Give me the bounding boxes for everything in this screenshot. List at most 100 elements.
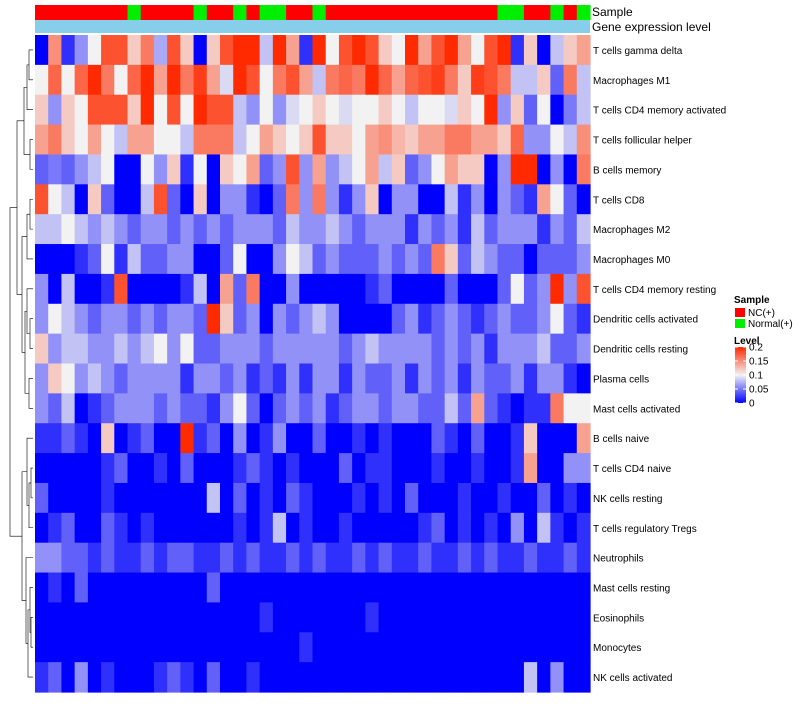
heatmap-cell	[563, 214, 578, 245]
heatmap-cell	[61, 393, 76, 424]
heatmap-cell	[35, 602, 49, 633]
heatmap-cell	[484, 64, 499, 96]
heatmap-cell	[233, 662, 248, 693]
heatmap-cell	[246, 542, 261, 574]
heatmap-cell	[405, 303, 419, 335]
heatmap-cell	[114, 124, 129, 156]
heatmap-cell	[457, 303, 472, 335]
heatmap-cell	[431, 154, 446, 185]
heatmap-cell	[193, 154, 208, 185]
heatmap-cell	[523, 542, 538, 574]
heatmap-cell	[391, 542, 406, 574]
heatmap-cell	[378, 94, 393, 126]
heatmap-cell	[74, 453, 89, 484]
dendrogram-branch	[21, 236, 27, 353]
heatmap-cell	[576, 273, 591, 305]
heatmap-cell	[444, 393, 459, 424]
heatmap-cell	[537, 64, 551, 96]
heatmap-cell	[61, 124, 76, 156]
legend-swatch-normal	[735, 319, 745, 328]
heatmap-cell	[127, 244, 142, 275]
heatmap-cell	[444, 363, 459, 394]
heatmap-cell	[550, 363, 565, 394]
heatmap-cell	[312, 512, 327, 544]
heatmap-cell	[286, 572, 300, 604]
heatmap-cell	[431, 35, 446, 66]
heatmap-cell	[167, 482, 181, 514]
heatmap-cell	[550, 333, 565, 365]
sample-annotation-cell	[140, 5, 155, 20]
heatmap-cell	[365, 512, 380, 544]
heatmap-cell	[180, 184, 195, 215]
heatmap-cell	[563, 64, 578, 96]
heatmap-cell	[61, 35, 76, 66]
heatmap-cell	[312, 393, 327, 424]
heatmap-cell	[246, 94, 261, 126]
heatmap-cell	[537, 303, 551, 335]
heatmap-cell	[167, 512, 181, 544]
heatmap-cell	[286, 512, 300, 544]
heatmap-cell	[233, 333, 248, 365]
heatmap-cell	[431, 393, 446, 424]
heatmap-cell	[497, 184, 512, 215]
heatmap-cell	[497, 572, 512, 604]
heatmap-cell	[35, 512, 49, 544]
heatmap-cell	[523, 423, 538, 454]
heatmap-cell	[167, 602, 181, 633]
heatmap-cell	[180, 482, 195, 514]
heatmap-cell	[167, 393, 181, 424]
heatmap-cell	[497, 64, 512, 96]
heatmap-cell	[537, 244, 551, 275]
heatmap-cell	[246, 363, 261, 394]
heatmap-cell	[114, 35, 129, 66]
heatmap-cell	[48, 94, 63, 126]
heatmap-cell	[471, 273, 485, 305]
heatmap-cell	[259, 35, 274, 66]
heatmap-cell	[523, 184, 538, 215]
heatmap-cell	[127, 542, 142, 574]
heatmap-cell	[405, 393, 419, 424]
heatmap-cell	[510, 273, 525, 305]
heatmap-cell	[206, 64, 221, 96]
heatmap-cell	[523, 602, 538, 633]
sample-annotation-cell	[87, 5, 102, 20]
heatmap-cell	[259, 632, 274, 663]
heatmap-cell	[48, 482, 63, 514]
sample-annotation-cell	[444, 5, 459, 20]
heatmap-cell	[299, 512, 314, 544]
heatmap-cell	[352, 602, 366, 633]
heatmap-cell	[471, 363, 485, 394]
heatmap-cell	[537, 512, 551, 544]
heatmap-cell	[233, 542, 248, 574]
heatmap-cell	[272, 333, 287, 365]
heatmap-cell	[101, 662, 115, 693]
heatmap-cell	[167, 632, 181, 663]
heatmap-cell	[114, 572, 129, 604]
heatmap-cell	[246, 453, 261, 484]
heatmap-cell	[74, 94, 89, 126]
heatmap-cell	[259, 273, 274, 305]
heatmap-cell	[101, 393, 115, 424]
heatmap-cell	[206, 124, 221, 156]
heatmap-cell	[391, 482, 406, 514]
dendrogram-branch	[16, 120, 24, 295]
heatmap-cell	[418, 244, 433, 275]
heatmap-cell	[365, 542, 380, 574]
heatmap-cell	[576, 542, 591, 574]
dendrogram-branch	[30, 617, 33, 648]
row-label: T cells CD4 memory resting	[593, 285, 716, 296]
heatmap-cell	[87, 662, 102, 693]
heatmap-cell	[444, 124, 459, 156]
heatmap-cell	[286, 482, 300, 514]
heatmap-cell	[352, 303, 366, 335]
heatmap-cell	[246, 662, 261, 693]
heatmap-cell	[246, 632, 261, 663]
heatmap-cell	[206, 184, 221, 215]
heatmap-cell	[206, 393, 221, 424]
heatmap-cell	[405, 542, 419, 574]
heatmap-cell	[220, 662, 234, 693]
heatmap-cell	[550, 572, 565, 604]
heatmap-cell	[48, 602, 63, 633]
legend-label-nc: NC(+)	[748, 308, 775, 319]
heatmap-cell	[206, 602, 221, 633]
